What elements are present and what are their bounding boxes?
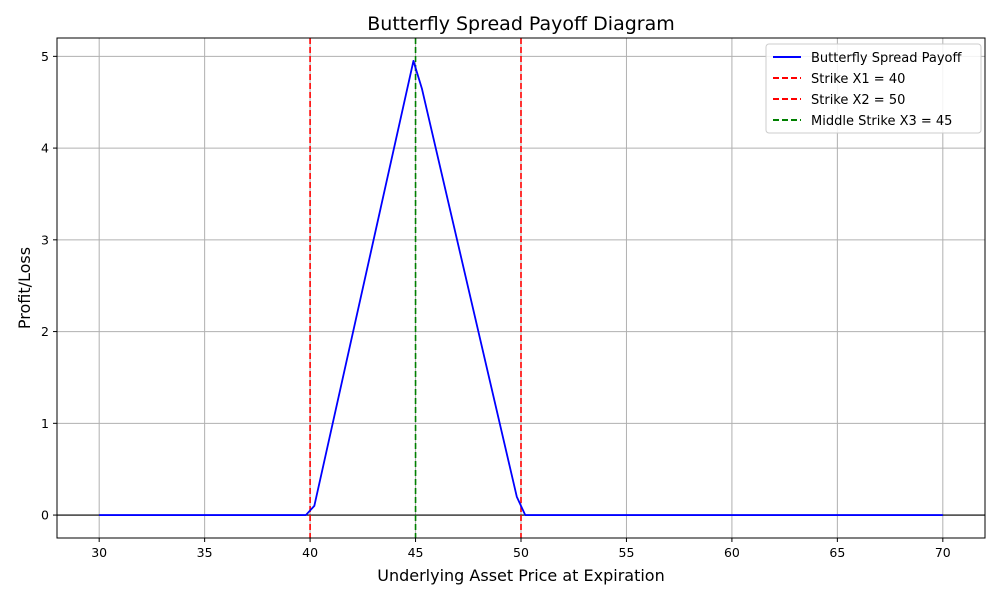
x-tick-label: 45 — [408, 545, 424, 560]
x-tick-label: 40 — [302, 545, 318, 560]
x-tick-label: 30 — [91, 545, 107, 560]
x-tick-label: 55 — [619, 545, 635, 560]
x-axis-ticks: 30 35 40 45 50 55 60 65 70 — [91, 538, 951, 560]
legend-label-middle-strike: Middle Strike X3 = 45 — [811, 114, 952, 129]
legend-box — [765, 43, 982, 134]
y-axis-label: Profit/Loss — [15, 247, 34, 329]
y-tick-label: 5 — [41, 49, 49, 64]
x-axis-label: Underlying Asset Price at Expiration — [377, 566, 664, 585]
y-tick-label: 2 — [41, 324, 49, 339]
series-group — [99, 60, 943, 516]
y-tick-label: 1 — [41, 416, 49, 431]
y-axis-ticks: 0 1 2 3 4 5 — [41, 49, 57, 523]
strike-lines — [309, 38, 522, 538]
chart-title: Butterfly Spread Payoff Diagram — [367, 13, 675, 35]
legend: Butterfly Spread Payoff Strike X1 = 40 S… — [765, 43, 982, 134]
legend-label-strike-x1: Strike X1 = 40 — [811, 72, 905, 87]
x-tick-label: 35 — [197, 545, 213, 560]
x-tick-label: 65 — [829, 545, 845, 560]
x-tick-label: 60 — [724, 545, 740, 560]
y-tick-label: 4 — [41, 141, 49, 156]
x-tick-label: 70 — [935, 545, 951, 560]
y-tick-label: 3 — [41, 232, 49, 247]
legend-label-payoff: Butterfly Spread Payoff — [811, 51, 962, 66]
x-tick-label: 50 — [513, 545, 529, 560]
legend-label-strike-x2: Strike X2 = 50 — [811, 93, 905, 108]
y-tick-label: 0 — [41, 508, 49, 523]
series-line-1 — [99, 60, 943, 516]
